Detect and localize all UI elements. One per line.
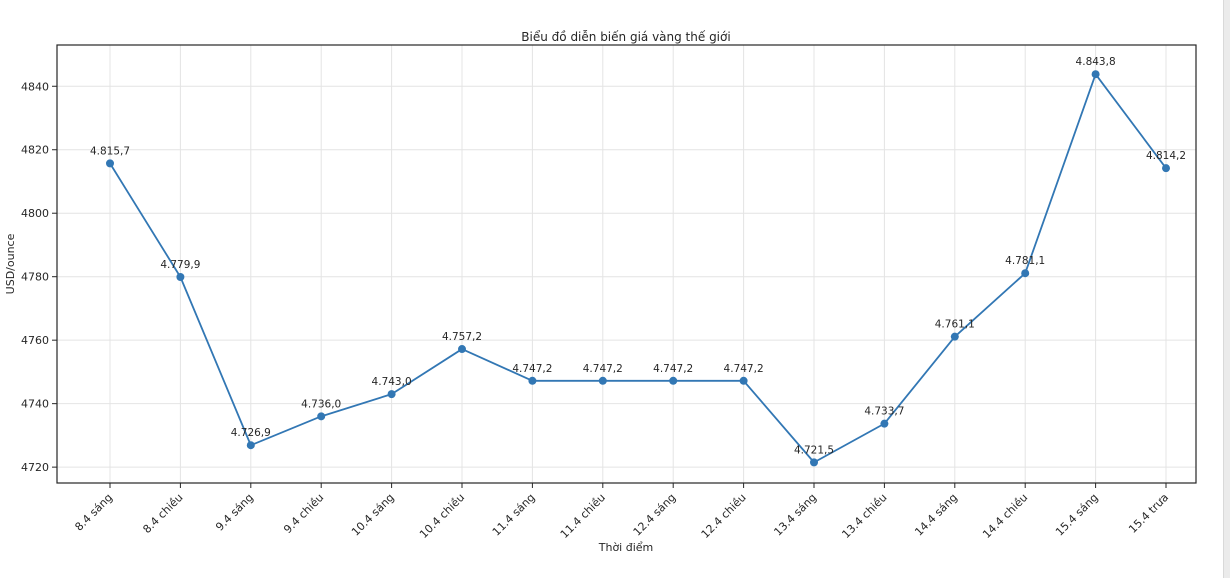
data-point-label: 4.743,0 — [372, 376, 412, 388]
data-point-label: 4.721,5 — [794, 444, 834, 456]
x-tick-label: 10.4 sáng — [349, 491, 397, 539]
data-point-label: 4.815,7 — [90, 145, 130, 157]
y-tick-label: 4740 — [21, 398, 49, 411]
data-point-marker — [810, 458, 818, 467]
y-tick-label: 4840 — [21, 80, 49, 93]
y-tick-label: 4780 — [21, 271, 49, 284]
x-tick-label: 9.4 sáng — [213, 491, 256, 534]
plot-border — [56, 44, 1197, 484]
data-point-marker — [317, 412, 326, 421]
data-point-label: 4.733,7 — [864, 406, 904, 418]
data-point-label: 4.726,9 — [231, 427, 271, 439]
x-tick-label: 15.4 trưa — [1126, 491, 1171, 536]
series-layer: 4.815,7 4.779,9 4.726,9 4.736,0 4.743,0 4.757… — [90, 56, 1186, 467]
data-point-marker — [106, 159, 114, 168]
data-point-marker — [739, 376, 748, 385]
price-line — [109, 73, 1167, 464]
x-tick-label: 8.4 chiều — [140, 491, 185, 536]
data-point-marker — [528, 376, 537, 385]
data-point-marker — [176, 273, 185, 282]
x-tick-label: 11.4 chiều — [558, 491, 608, 541]
grid-layer — [57, 45, 1196, 483]
y-tick-label: 4760 — [21, 334, 49, 347]
data-point-marker — [880, 419, 889, 428]
data-point-label: 4.761,1 — [935, 319, 975, 331]
x-tick-label: 15.4 sáng — [1053, 491, 1101, 539]
data-point-marker — [669, 376, 678, 385]
data-point-marker — [387, 390, 396, 399]
data-point-marker — [1091, 70, 1100, 79]
vertical-scrollbar[interactable] — [1223, 0, 1230, 578]
data-point-marker — [950, 332, 959, 341]
chart-title: Biểu đồ diễn biến giá vàng thế giới — [521, 30, 730, 44]
data-point-label: 4.747,2 — [512, 363, 552, 375]
x-tick-label: 10.4 chiều — [417, 491, 467, 541]
data-point-label: 4.779,9 — [160, 259, 200, 271]
x-tick-label: 14.4 chiều — [980, 491, 1030, 541]
data-point-label: 4.747,2 — [653, 363, 693, 375]
x-tick-label: 8.4 sáng — [72, 491, 115, 534]
y-tick-label: 4720 — [21, 461, 49, 474]
x-axis-title: Thời điểm — [598, 541, 654, 554]
y-tick-label: 4800 — [21, 207, 49, 220]
axes-layer: 4720 4740 4760 4780 4800 4820 4840 8.4 sáng 8.4 … — [21, 44, 1197, 541]
x-tick-label: 14.4 sáng — [912, 491, 960, 539]
y-tick-label: 4820 — [21, 144, 49, 157]
data-point-marker — [458, 345, 466, 354]
x-tick-label: 11.4 sáng — [490, 491, 538, 539]
y-axis-title: USD/ounce — [4, 233, 17, 294]
x-tick-label: 13.4 chiều — [839, 491, 889, 541]
x-tick-label: 13.4 sáng — [771, 491, 819, 539]
data-point-label: 4.781,1 — [1005, 255, 1045, 267]
data-point-marker — [598, 376, 607, 385]
data-point-label: 4.757,2 — [442, 331, 482, 343]
x-tick-label: 12.4 chiều — [699, 491, 749, 541]
data-point-marker — [1021, 269, 1030, 278]
data-point-label: 4.843,8 — [1076, 56, 1116, 68]
x-tick-label: 9.4 chiều — [281, 491, 326, 536]
data-point-marker — [246, 441, 255, 450]
x-tick-label: 12.4 sáng — [631, 491, 679, 539]
data-point-label: 4.814,2 — [1146, 150, 1186, 162]
data-point-marker — [1162, 164, 1170, 173]
data-point-label: 4.747,2 — [724, 363, 764, 375]
data-point-label: 4.747,2 — [583, 363, 623, 375]
data-point-label: 4.736,0 — [301, 398, 341, 410]
